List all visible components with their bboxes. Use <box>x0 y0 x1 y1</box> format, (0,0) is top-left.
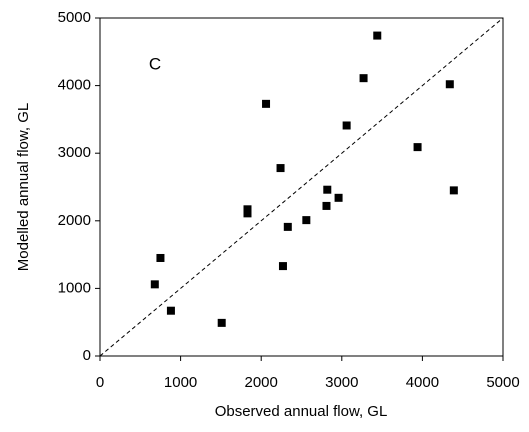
point <box>322 201 331 210</box>
x-tick-label: 1000 <box>164 374 197 391</box>
x-tick-label: 5000 <box>486 374 519 391</box>
x-axis-label: Observed annual flow, GL <box>215 403 388 420</box>
point <box>166 306 175 315</box>
point <box>243 209 252 218</box>
point <box>243 205 252 214</box>
y-tick-label: 2000 <box>58 212 91 229</box>
y-tick-label: 3000 <box>58 144 91 161</box>
y-tick-label: 0 <box>83 347 91 364</box>
point <box>342 121 351 130</box>
point <box>445 80 454 89</box>
point <box>413 143 422 152</box>
x-tick-label: 0 <box>96 374 104 391</box>
x-tick-label: 3000 <box>325 374 358 391</box>
point <box>276 164 285 173</box>
point <box>373 31 382 40</box>
y-tick-label: 4000 <box>58 77 91 94</box>
y-axis-label: Modelled annual flow, GL <box>15 103 32 271</box>
point <box>359 74 368 83</box>
point <box>334 193 343 202</box>
point <box>217 318 226 327</box>
point <box>283 222 292 231</box>
point <box>323 185 332 194</box>
x-tick-label: 4000 <box>406 374 439 391</box>
panel-label: C <box>149 54 161 73</box>
y-tick-label: 5000 <box>58 9 91 26</box>
point <box>156 253 165 262</box>
point <box>449 186 458 195</box>
plot-frame <box>99 17 504 357</box>
point <box>302 216 311 225</box>
point <box>150 280 159 289</box>
point <box>278 262 287 271</box>
one-to-one-line <box>99 17 504 357</box>
point <box>262 99 271 108</box>
x-tick-label: 2000 <box>245 374 278 391</box>
y-tick-label: 1000 <box>58 279 91 296</box>
